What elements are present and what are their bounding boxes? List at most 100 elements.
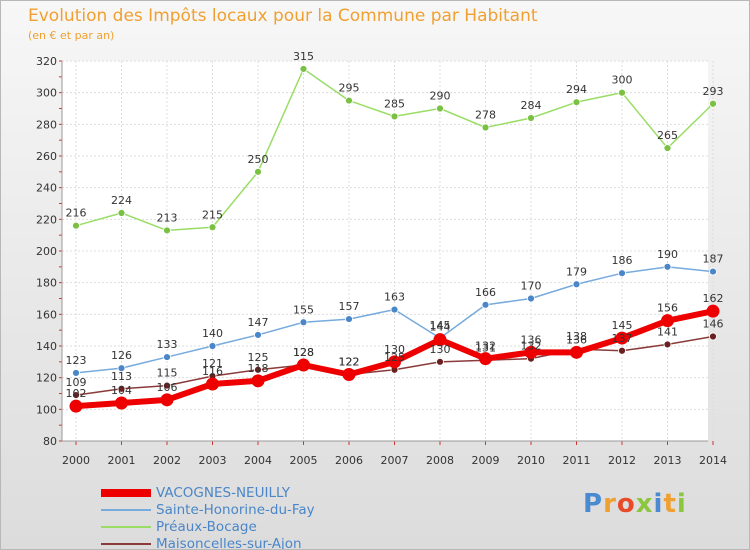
data-label: 170	[521, 280, 542, 293]
y-tick-label: 240	[36, 182, 57, 195]
data-label: 146	[703, 318, 724, 331]
x-tick-label: 2006	[335, 454, 363, 467]
data-label: 293	[703, 85, 724, 98]
data-label: 157	[339, 300, 360, 313]
data-point	[572, 98, 581, 107]
data-label: 213	[157, 211, 178, 224]
data-point	[709, 267, 717, 276]
data-point	[481, 123, 490, 132]
data-label: 156	[657, 302, 678, 315]
data-label: 130	[384, 343, 405, 356]
data-point	[663, 144, 672, 152]
data-point	[481, 300, 490, 309]
data-label: 250	[248, 153, 269, 166]
y-tick-label: 280	[36, 118, 57, 131]
data-label: 144	[430, 321, 451, 334]
y-tick-label: 220	[36, 213, 57, 226]
plot-area	[62, 61, 708, 441]
legend-item: Préaux-Bocage	[101, 519, 401, 536]
data-label: 155	[293, 303, 314, 316]
data-point	[160, 393, 174, 407]
data-point	[254, 331, 262, 339]
data-label: 109	[66, 376, 87, 389]
data-point	[297, 358, 310, 372]
data-label: 278	[475, 109, 496, 122]
data-label: 113	[111, 370, 132, 383]
data-label: 284	[521, 99, 542, 112]
data-point	[527, 114, 535, 122]
legend-label: VACOGNES-NEUILLY	[156, 485, 290, 501]
x-tick-label: 2012	[608, 454, 636, 467]
y-tick-label: 300	[36, 87, 57, 100]
data-point	[299, 65, 308, 73]
data-label: 122	[339, 356, 360, 369]
data-label: 285	[384, 97, 405, 110]
data-point	[163, 353, 171, 361]
data-label: 125	[248, 351, 269, 364]
data-point	[72, 391, 80, 399]
legend-item: Sainte-Honorine-du-Fay	[101, 502, 401, 519]
data-point	[117, 209, 126, 217]
data-label: 265	[657, 129, 678, 142]
x-tick-label: 2007	[381, 454, 409, 467]
data-label: 130	[430, 343, 451, 356]
y-tick-label: 80	[43, 435, 57, 448]
data-point	[527, 294, 535, 303]
x-tick-label: 2001	[108, 454, 136, 467]
legend-swatch	[101, 489, 151, 497]
legend-label: Préaux-Bocage	[156, 519, 257, 535]
data-point	[390, 112, 399, 121]
chart-legend: VACOGNES-NEUILLY Sainte-Honorine-du-Fay Pr…	[101, 485, 401, 549]
x-tick-label: 2000	[62, 454, 90, 467]
brand-logo: Proxiti	[583, 489, 687, 519]
x-tick-label: 2009	[472, 454, 500, 467]
data-point	[663, 262, 672, 271]
x-tick-label: 2014	[699, 454, 727, 467]
data-label: 106	[157, 381, 178, 394]
data-point	[433, 333, 447, 347]
data-point	[342, 368, 356, 381]
data-label: 186	[612, 254, 633, 267]
data-label: 162	[703, 292, 724, 305]
data-label: 179	[566, 265, 587, 278]
data-point	[615, 331, 629, 345]
data-point	[299, 318, 308, 327]
x-tick-label: 2008	[426, 454, 454, 467]
data-label: 166	[475, 286, 496, 299]
x-tick-label: 2011	[563, 454, 591, 467]
data-label: 104	[111, 384, 132, 397]
data-label: 145	[612, 319, 633, 332]
data-point	[345, 315, 353, 323]
data-point	[436, 104, 444, 113]
chart-title: Evolution des Impôts locaux pour la Comm…	[28, 6, 538, 26]
data-point	[72, 221, 80, 230]
data-point	[208, 342, 217, 350]
y-tick-label: 180	[36, 277, 57, 290]
data-label: 133	[157, 338, 178, 351]
data-point	[572, 280, 581, 289]
data-label: 295	[339, 82, 360, 95]
y-tick-label: 320	[36, 55, 57, 68]
y-tick-label: 260	[36, 150, 57, 163]
data-label: 125	[384, 351, 405, 364]
data-point	[663, 340, 672, 349]
data-label: 116	[202, 365, 223, 378]
data-point	[115, 396, 128, 410]
data-point	[618, 88, 626, 97]
legend-swatch	[101, 526, 151, 528]
x-tick-label: 2005	[290, 454, 318, 467]
data-label: 126	[111, 349, 132, 362]
x-tick-label: 2003	[199, 454, 227, 467]
data-point	[345, 96, 353, 105]
data-label: 315	[293, 50, 314, 63]
legend-swatch	[101, 509, 151, 511]
legend-item: Maisoncelles-sur-Ajon	[101, 536, 401, 549]
legend-item: VACOGNES-NEUILLY	[101, 485, 401, 502]
data-label: 294	[566, 83, 587, 96]
data-label: 138	[566, 330, 587, 343]
y-tick-label: 140	[36, 340, 57, 353]
data-label: 147	[248, 316, 269, 329]
y-tick-label: 160	[36, 308, 57, 321]
data-point	[251, 374, 265, 388]
